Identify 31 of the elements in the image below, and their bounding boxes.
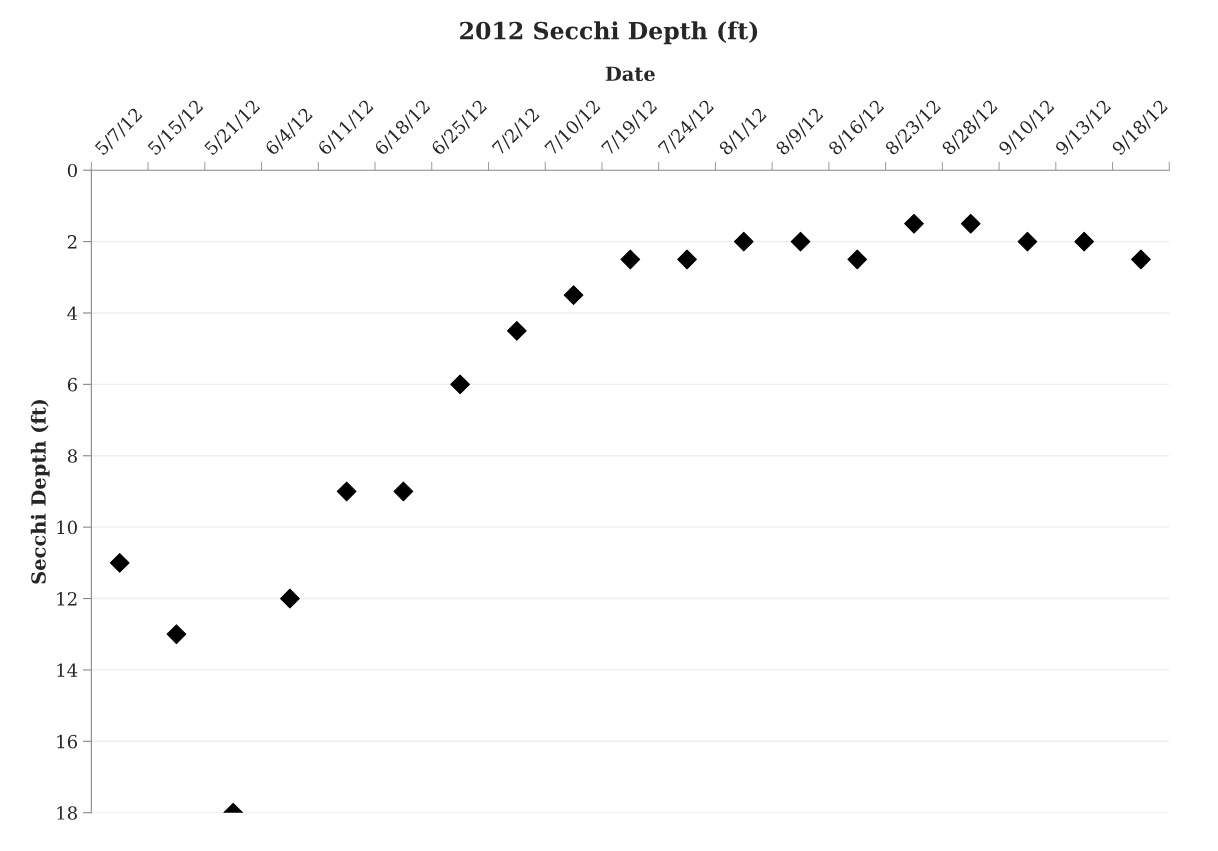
chart-title: 2012 Secchi Depth (ft) (460, 21, 758, 45)
y-tick-label: 4 (67, 306, 78, 320)
point (280, 588, 300, 609)
point (620, 249, 641, 270)
y-tick-label: 16 (57, 734, 78, 749)
y-tick-label: 0 (67, 163, 77, 178)
point (677, 249, 697, 270)
point (790, 231, 811, 252)
point (166, 624, 187, 645)
point (563, 285, 584, 305)
point (450, 374, 470, 395)
y-tick-label: 2 (67, 235, 77, 249)
x-axis-title: Date (605, 66, 655, 82)
point (1131, 249, 1151, 270)
y-tick-label: 8 (67, 449, 77, 463)
y-tick-label: 12 (57, 592, 77, 606)
point (904, 213, 924, 234)
y-tick-label: 10 (57, 520, 77, 535)
y-axis-title: Secchi Depth (ft) (30, 399, 50, 584)
point (507, 320, 527, 341)
point (336, 481, 357, 502)
y-tick-label: 18 (57, 806, 77, 820)
point (393, 481, 414, 502)
point (1017, 231, 1038, 252)
point (960, 213, 981, 234)
point (1074, 231, 1095, 252)
y-tick-label: 6 (67, 377, 78, 392)
point (733, 231, 754, 252)
point (847, 249, 868, 270)
y-tick-label: 14 (57, 663, 78, 677)
point (109, 552, 130, 573)
